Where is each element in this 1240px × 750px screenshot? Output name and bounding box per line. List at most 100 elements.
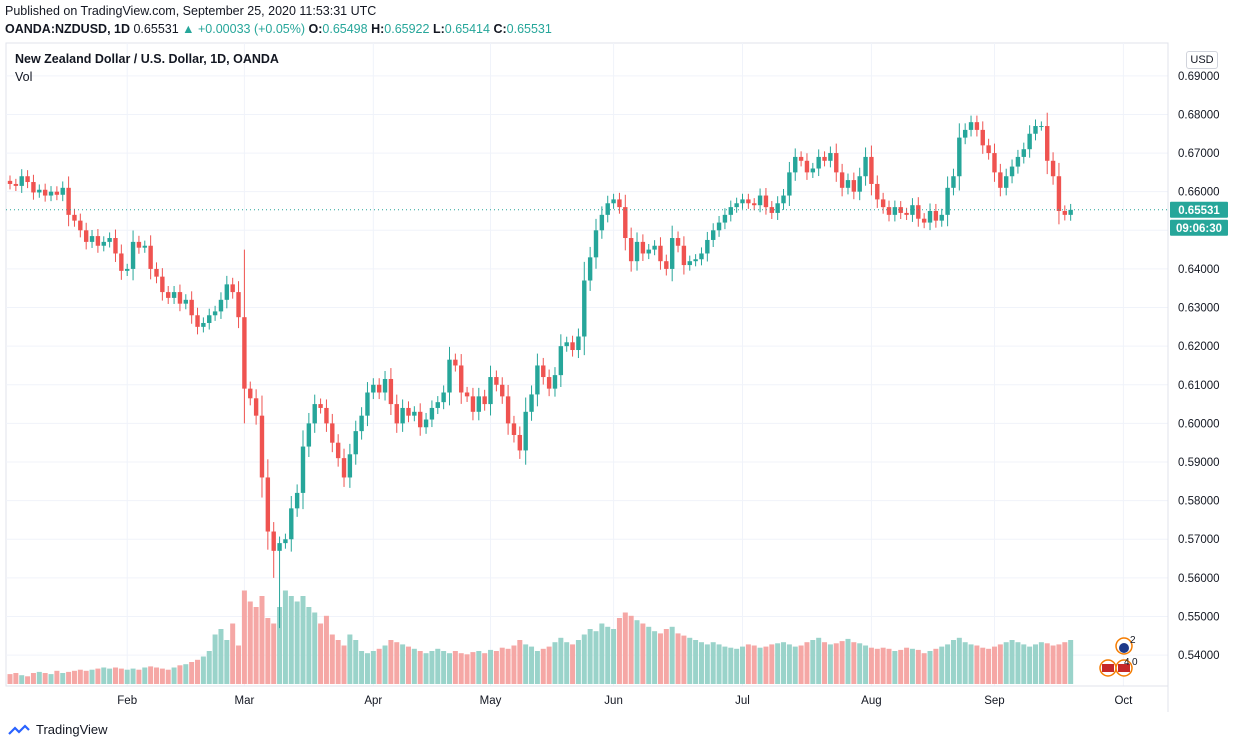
candle-body[interactable] xyxy=(986,145,991,154)
candle-body[interactable] xyxy=(89,236,95,242)
candle-body[interactable] xyxy=(365,392,370,416)
candle-body[interactable] xyxy=(605,203,610,215)
candle-body[interactable] xyxy=(886,207,892,215)
candle-body[interactable] xyxy=(974,122,980,130)
candle-body[interactable] xyxy=(330,423,335,443)
candle-body[interactable] xyxy=(863,156,868,177)
candle-body[interactable] xyxy=(1004,176,1009,188)
candle-body[interactable] xyxy=(230,284,235,293)
candle-body[interactable] xyxy=(822,156,827,161)
candle-body[interactable] xyxy=(535,365,540,395)
candle-body[interactable] xyxy=(1027,133,1032,150)
candle-body[interactable] xyxy=(119,253,124,271)
candle-body[interactable] xyxy=(265,477,271,532)
candle-body[interactable] xyxy=(646,249,651,254)
candle-body[interactable] xyxy=(48,191,54,196)
candle-body[interactable] xyxy=(892,207,898,215)
event-markers[interactable]: 2 4 0 xyxy=(1099,635,1138,677)
candle-body[interactable] xyxy=(236,292,241,318)
candle-body[interactable] xyxy=(793,156,798,173)
candle-body[interactable] xyxy=(125,268,130,271)
candle-body[interactable] xyxy=(60,187,65,195)
candle-body[interactable] xyxy=(828,153,833,161)
candle-body[interactable] xyxy=(505,396,511,424)
candle-body[interactable] xyxy=(353,431,358,455)
candle-body[interactable] xyxy=(617,199,622,208)
candle-body[interactable] xyxy=(376,384,382,393)
candle-body[interactable] xyxy=(412,411,417,416)
candle-body[interactable] xyxy=(1015,156,1021,167)
candle-body[interactable] xyxy=(142,245,147,248)
candle-body[interactable] xyxy=(623,207,628,239)
candle-body[interactable] xyxy=(224,284,230,300)
candle-body[interactable] xyxy=(669,238,675,269)
candle-body[interactable] xyxy=(253,398,259,416)
candle-body[interactable] xyxy=(19,176,24,186)
candle-body[interactable] xyxy=(658,245,663,262)
candle-body[interactable] xyxy=(494,377,499,385)
candle-body[interactable] xyxy=(541,365,546,378)
candle-body[interactable] xyxy=(72,214,77,221)
candle-body[interactable] xyxy=(95,236,101,246)
candle-body[interactable] xyxy=(1062,210,1067,215)
candle-body[interactable] xyxy=(851,180,857,192)
candle-body[interactable] xyxy=(681,245,687,266)
candle-body[interactable] xyxy=(546,377,552,389)
candle-body[interactable] xyxy=(306,423,312,447)
candle-body[interactable] xyxy=(54,191,60,195)
candle-body[interactable] xyxy=(757,195,763,206)
candle-body[interactable] xyxy=(869,156,874,184)
tradingview-logo[interactable]: TradingView xyxy=(8,722,108,737)
candle-body[interactable] xyxy=(951,176,956,188)
candle-body[interactable] xyxy=(740,199,745,204)
candle-body[interactable] xyxy=(675,238,681,246)
candle-body[interactable] xyxy=(148,245,153,269)
candle-body[interactable] xyxy=(107,238,112,242)
candle-body[interactable] xyxy=(587,257,593,281)
candle-body[interactable] xyxy=(476,396,481,412)
candle-body[interactable] xyxy=(388,378,394,405)
candle-body[interactable] xyxy=(177,292,183,304)
candle-body[interactable] xyxy=(781,195,786,204)
candle-body[interactable] xyxy=(359,415,364,432)
candle-body[interactable] xyxy=(705,239,710,254)
candle-body[interactable] xyxy=(810,168,816,173)
candle-body[interactable] xyxy=(1045,126,1050,161)
currency-button[interactable]: USD xyxy=(1186,51,1218,69)
candle-body[interactable] xyxy=(716,222,722,231)
candle-body[interactable] xyxy=(898,207,903,213)
candle-body[interactable] xyxy=(845,180,851,188)
candle-body[interactable] xyxy=(335,442,341,459)
candle-body[interactable] xyxy=(734,203,739,208)
candle-body[interactable] xyxy=(500,384,505,397)
candle-body[interactable] xyxy=(207,315,212,323)
candle-body[interactable] xyxy=(382,378,388,393)
candle-body[interactable] xyxy=(347,454,353,478)
candle-body[interactable] xyxy=(113,238,118,254)
candle-body[interactable] xyxy=(423,419,429,428)
candle-body[interactable] xyxy=(400,407,405,424)
candle-body[interactable] xyxy=(271,531,276,551)
candle-body[interactable] xyxy=(640,241,646,254)
candle-body[interactable] xyxy=(160,276,165,293)
candle-body[interactable] xyxy=(652,245,657,250)
candle-body[interactable] xyxy=(25,176,30,183)
candle-body[interactable] xyxy=(998,172,1003,188)
candle-body[interactable] xyxy=(1033,126,1038,134)
candle-body[interactable] xyxy=(418,411,423,428)
candle-body[interactable] xyxy=(921,218,927,223)
candle-body[interactable] xyxy=(939,214,944,221)
candle-body[interactable] xyxy=(289,508,294,540)
candle-body[interactable] xyxy=(441,392,446,403)
candle-body[interactable] xyxy=(582,280,587,337)
candle-body[interactable] xyxy=(1050,160,1056,177)
candle-body[interactable] xyxy=(992,153,997,173)
candle-body[interactable] xyxy=(834,153,839,173)
candle-body[interactable] xyxy=(42,189,48,196)
candle-body[interactable] xyxy=(957,137,962,177)
candle-body[interactable] xyxy=(980,129,985,146)
candle-body[interactable] xyxy=(242,317,247,389)
candle-body[interactable] xyxy=(83,230,89,242)
candle-body[interactable] xyxy=(570,342,575,351)
